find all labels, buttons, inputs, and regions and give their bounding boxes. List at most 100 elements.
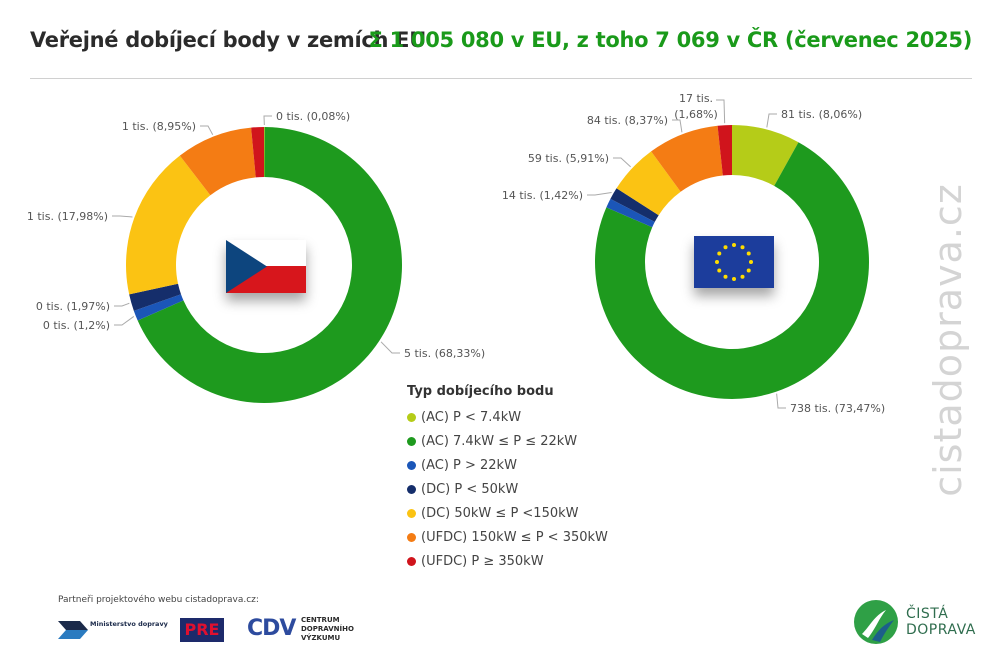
donut-cz-slice-6 (251, 127, 264, 178)
eu-star-icon (723, 245, 728, 250)
header-divider (30, 78, 972, 79)
donut-eu-slice-5 (651, 125, 723, 192)
eu-star-icon (746, 251, 751, 256)
legend-dot (407, 484, 416, 494)
eu-star-icon (749, 260, 753, 264)
legend-label: (AC) P < 7.4kW (421, 409, 522, 425)
donut-chart-cz: 0 tis. (0,08%) 5 tis. (68,33%) 0 tis. (1,2… (27, 110, 485, 403)
cista-line-2: DOPRAVA (906, 622, 976, 638)
eu-star-icon (717, 268, 722, 273)
donut-eu-data-label-6: 17 tis. (1,68%) (674, 92, 718, 121)
eu-star-icon (746, 268, 751, 273)
legend-item-ufdc-gte-350: (UFDC) P ≥ 350kW (407, 549, 608, 573)
donut-eu-data-label-5: 84 tis. (8,37%) (587, 114, 668, 127)
eu-star-icon (732, 243, 736, 247)
donut-cz-slice-0 (264, 127, 265, 178)
pre-logo: PRE (180, 618, 224, 642)
legend-label: (AC) 7.4kW ≤ P ≤ 22kW (421, 433, 578, 449)
donut-cz-data-label-3: 0 tis. (1,97%) (36, 300, 110, 313)
eu-star-icon (740, 245, 745, 250)
cdv-mark: CDV (247, 616, 296, 641)
donut-eu-slice-4 (616, 151, 681, 216)
legend-item-ufdc-150-350: (UFDC) 150kW ≤ P < 350kW (407, 525, 608, 549)
ministerstvo-dopravy-text: Ministerstvo dopravy (90, 620, 168, 628)
cista-doprava-logo: ČISTÁ DOPRAVA (852, 598, 982, 646)
legend-item-ac-7-4-22: (AC) 7.4kW ≤ P ≤ 22kW (407, 429, 608, 453)
donut-cz-data-label-4: 1 tis. (17,98%) (27, 210, 108, 223)
cista-line-1: ČISTÁ (906, 606, 949, 622)
eu-star-icon (715, 260, 719, 264)
legend-dot (407, 436, 416, 446)
donut-eu-leader-0 (766, 113, 777, 128)
partners-caption: Partneři projektového webu cistadoprava.… (58, 595, 259, 605)
legend-label: (DC) P < 50kW (421, 481, 519, 497)
donut-cz-slice-5 (179, 127, 256, 196)
cdv-line-1: CENTRUM (301, 616, 340, 624)
donut-eu-leader-6 (716, 99, 726, 124)
legend-label: (UFDC) P ≥ 350kW (421, 553, 544, 569)
donut-cz-leader-4 (112, 215, 133, 218)
legend-dot (407, 460, 416, 470)
cista-doprava-icon (854, 600, 898, 644)
eu-total-summary: Σ 1 005 080 v EU, z toho 7 069 v ČR (čer… (368, 28, 973, 52)
legend-title: Typ dobíjecího bodu (407, 384, 554, 399)
donut-cz-slice-1 (137, 127, 402, 403)
ministerstvo-dopravy-icon (58, 621, 88, 639)
donut-cz-leader-2 (114, 316, 135, 326)
donut-cz-leader-1 (380, 341, 400, 354)
cista-doprava-text: ČISTÁ DOPRAVA (906, 606, 976, 638)
donut-eu-data-label-3: 14 tis. (1,42%) (502, 189, 583, 202)
legend-item-dc-50-150: (DC) 50kW ≤ P <150kW (407, 501, 608, 525)
donut-eu-data-label-1: 738 tis. (73,47%) (790, 402, 885, 415)
eu-star-icon (732, 277, 736, 281)
czech-flag-icon (226, 240, 306, 293)
legend-label: (UFDC) 150kW ≤ P < 350kW (421, 529, 608, 545)
donut-cz-leader-3 (114, 302, 130, 307)
donut-cz-slice-3 (129, 283, 181, 311)
legend-dot (407, 532, 416, 542)
donut-cz-data-label-5: 1 tis. (8,95%) (122, 120, 196, 133)
cdv-logo: CDV CENTRUM DOPRAVNÍHO VÝZKUMU (247, 614, 377, 646)
eu-star-icon (740, 274, 745, 279)
donut-eu-leader-5 (672, 119, 683, 133)
donut-cz-data-label-2: 0 tis. (1,2%) (43, 319, 110, 332)
legend-item-ac-lt-7-4: (AC) P < 7.4kW (407, 405, 608, 429)
legend-label: (DC) 50kW ≤ P <150kW (421, 505, 579, 521)
legend: Typ dobíjecího bodu (AC) P < 7.4kW (AC) … (407, 384, 608, 573)
donut-chart-eu: 81 tis. (8,06%) 738 tis. (73,47%) 14 tis. … (502, 92, 885, 415)
cdv-line-3: VÝZKUMU (301, 634, 341, 642)
donut-eu-slice-3 (610, 188, 659, 222)
eu-star-icon (723, 274, 728, 279)
watermark: cistadoprava.cz (926, 180, 970, 500)
legend-item-ac-gt-22: (AC) P > 22kW (407, 453, 608, 477)
legend-label: (AC) P > 22kW (421, 457, 517, 473)
donut-cz-leader-0 (263, 115, 272, 126)
donut-eu-slice-1 (595, 142, 869, 399)
page-title: Veřejné dobíjecí body v zemích EU (30, 28, 426, 52)
donut-eu-slice-6 (717, 125, 732, 176)
ministerstvo-dopravy-logo: Ministerstvo dopravy (58, 617, 168, 643)
pre-logo-text: PRE (184, 620, 220, 639)
cdv-text: CENTRUM DOPRAVNÍHO VÝZKUMU (301, 616, 354, 643)
donut-cz-slice-2 (133, 294, 184, 321)
donut-eu-leader-1 (776, 393, 786, 409)
donut-eu-slice-2 (606, 198, 655, 228)
eu-flag-icon (694, 236, 774, 288)
donut-eu-data-label-0: 81 tis. (8,06%) (781, 108, 862, 121)
donut-cz-data-label-1: 5 tis. (68,33%) (404, 347, 485, 360)
donut-cz-data-label-0: 0 tis. (0,08%) (276, 110, 350, 123)
legend-dot (407, 556, 416, 566)
legend-item-dc-lt-50: (DC) P < 50kW (407, 477, 608, 501)
donut-cz-slice-4 (126, 155, 211, 295)
donut-cz-leader-5 (200, 125, 214, 135)
donut-eu-slice-0 (732, 125, 799, 186)
watermark-text: cistadoprava.cz (926, 183, 970, 497)
donut-eu-data-label-4: 59 tis. (5,91%) (528, 152, 609, 165)
eu-star-icon (717, 251, 722, 256)
donut-eu-leader-4 (613, 157, 631, 168)
donut-eu-leader-3 (587, 192, 612, 196)
cdv-line-2: DOPRAVNÍHO (301, 625, 354, 633)
legend-dot (407, 412, 416, 422)
legend-dot (407, 508, 416, 518)
